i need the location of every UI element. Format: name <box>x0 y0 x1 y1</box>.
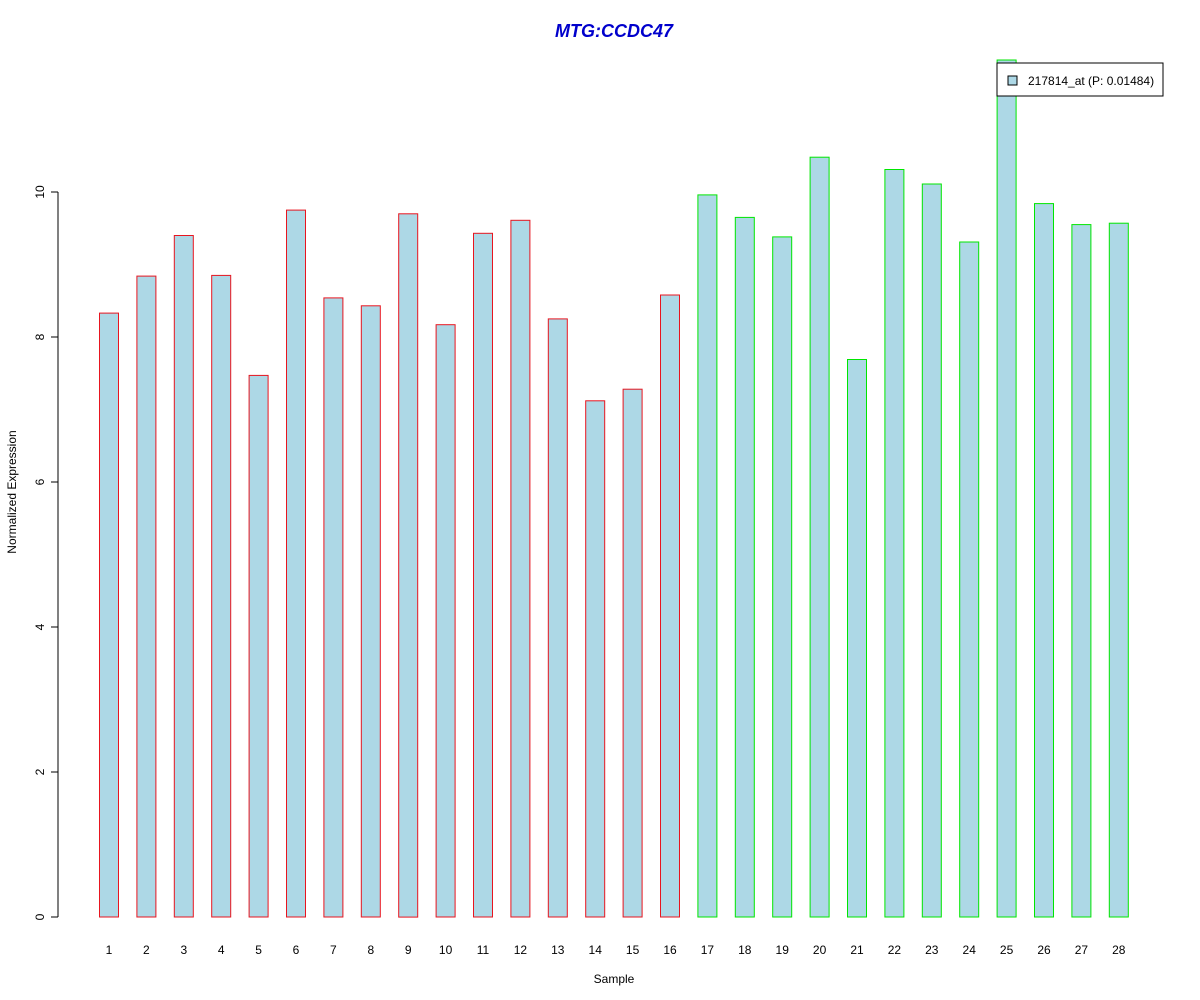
bar-sample-28 <box>1108 222 1129 918</box>
bar-sample-5 <box>248 374 269 918</box>
x-tick-labels: 1 2 3 4 5 6 7 8 9 10 11 12 13 14 15 16 17 18 19 20 21 22 23 24 2… <box>106 943 1126 957</box>
x-tick-label: 8 <box>367 943 374 957</box>
bar-sample-26 <box>1034 203 1054 918</box>
x-tick-label: 17 <box>701 943 715 957</box>
bar-sample-1 <box>99 312 119 918</box>
x-tick-label: 9 <box>405 943 412 957</box>
y-tick-label: 4 <box>33 623 47 630</box>
y-tick-label: 10 <box>33 185 47 199</box>
bar-sample-11 <box>473 232 493 918</box>
x-tick-label: 5 <box>255 943 262 957</box>
bar-sample-21 <box>847 359 867 918</box>
legend: 217814_at (P: 0.01484) <box>996 62 1164 97</box>
x-tick-label: 7 <box>330 943 337 957</box>
y-tick-label: 6 <box>33 478 47 485</box>
x-tick-label: 25 <box>1000 943 1014 957</box>
bar-sample-24 <box>959 241 980 918</box>
bar-sample-4 <box>211 274 232 918</box>
bar-sample-12 <box>510 219 531 918</box>
bar-sample-6 <box>286 209 306 918</box>
bar-sample-9 <box>398 213 419 918</box>
x-tick-label: 15 <box>626 943 640 957</box>
y-axis: 0 2 4 6 8 10 <box>33 185 59 920</box>
y-tick-label: 2 <box>33 768 47 775</box>
bar-sample-15 <box>622 388 643 918</box>
x-axis-title: Sample <box>594 972 635 986</box>
x-tick-label: 1 <box>106 943 113 957</box>
bar-sample-25 <box>996 59 1017 918</box>
chart-title: MTG:CCDC47 <box>555 21 674 41</box>
x-tick-label: 27 <box>1075 943 1089 957</box>
x-tick-label: 21 <box>850 943 864 957</box>
x-tick-label: 24 <box>963 943 977 957</box>
bar-sample-10 <box>435 324 456 918</box>
bar-sample-22 <box>884 169 905 918</box>
bar-sample-7 <box>323 297 344 918</box>
y-tick-label: 0 <box>33 913 47 920</box>
bar-sample-18 <box>734 216 755 918</box>
x-tick-label: 18 <box>738 943 752 957</box>
y-tick-label: 8 <box>33 333 47 340</box>
y-axis-title: Normalized Expression <box>5 430 19 553</box>
x-tick-label: 6 <box>293 943 300 957</box>
bar-sample-14 <box>585 400 606 918</box>
x-tick-label: 20 <box>813 943 827 957</box>
bar-sample-23 <box>921 183 942 918</box>
legend-swatch <box>1007 75 1018 86</box>
x-tick-label: 13 <box>551 943 565 957</box>
bar-sample-3 <box>173 235 194 918</box>
x-tick-label: 28 <box>1112 943 1126 957</box>
x-tick-label: 16 <box>663 943 677 957</box>
bar-sample-2 <box>136 275 157 918</box>
x-tick-label: 3 <box>180 943 187 957</box>
bar-sample-19 <box>772 236 793 918</box>
bar-sample-20 <box>809 156 830 918</box>
bar-sample-16 <box>660 294 680 918</box>
x-tick-label: 19 <box>776 943 790 957</box>
x-tick-label: 26 <box>1037 943 1051 957</box>
bars-group <box>99 59 1129 918</box>
x-tick-label: 14 <box>589 943 603 957</box>
legend-box <box>996 62 1164 97</box>
x-tick-label: 10 <box>439 943 453 957</box>
bar-sample-27 <box>1071 224 1092 918</box>
x-tick-label: 23 <box>925 943 939 957</box>
bar-sample-13 <box>547 318 568 918</box>
x-tick-label: 2 <box>143 943 150 957</box>
bar-sample-17 <box>697 194 718 918</box>
legend-label: 217814_at (P: 0.01484) <box>1028 74 1154 88</box>
x-tick-label: 4 <box>218 943 225 957</box>
x-tick-label: 11 <box>477 943 490 957</box>
x-tick-label: 22 <box>888 943 902 957</box>
x-tick-label: 12 <box>514 943 528 957</box>
bar-sample-8 <box>360 305 381 918</box>
